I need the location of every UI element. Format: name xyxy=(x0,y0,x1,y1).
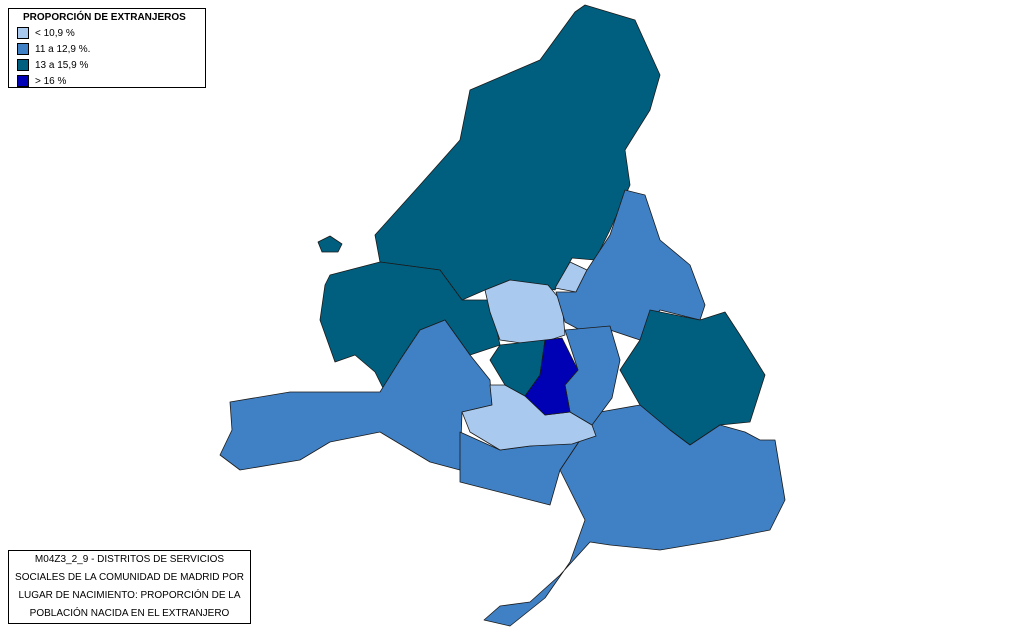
legend-swatch xyxy=(17,27,29,39)
region xyxy=(483,404,786,627)
legend-item: > 16 % xyxy=(17,73,205,89)
caption-line: LUGAR DE NACIMIENTO: PROPORCIÓN DE LA xyxy=(18,590,241,601)
caption: M04Z3_2_9 - DISTRITOS DE SERVICIOS SOCIAL… xyxy=(8,550,251,624)
caption-line: POBLACIÓN NACIDA EN EL EXTRANJERO xyxy=(29,608,230,619)
legend-label: 13 a 15,9 % xyxy=(35,59,89,71)
region xyxy=(524,337,579,416)
region xyxy=(317,235,343,253)
legend-item: 11 a 12,9 %. xyxy=(17,41,205,57)
legend-label: 11 a 12,9 %. xyxy=(35,43,91,55)
legend-label: < 10,9 % xyxy=(35,27,75,39)
region xyxy=(484,279,566,346)
legend-swatch xyxy=(17,75,29,87)
legend-swatch xyxy=(17,59,29,71)
legend-item: 13 a 15,9 % xyxy=(17,57,205,73)
legend-item: < 10,9 % xyxy=(17,25,205,41)
legend-swatch xyxy=(17,43,29,55)
legend-title: PROPORCIÓN DE EXTRANJEROS xyxy=(23,12,186,23)
legend-label: > 16 % xyxy=(35,75,67,87)
caption-line: SOCIALES DE LA COMUNIDAD DE MADRID POR xyxy=(15,572,244,583)
caption-line: M04Z3_2_9 - DISTRITOS DE SERVICIOS xyxy=(34,554,225,565)
legend: PROPORCIÓN DE EXTRANJEROS < 10,9 % 11 a 1… xyxy=(8,8,206,88)
